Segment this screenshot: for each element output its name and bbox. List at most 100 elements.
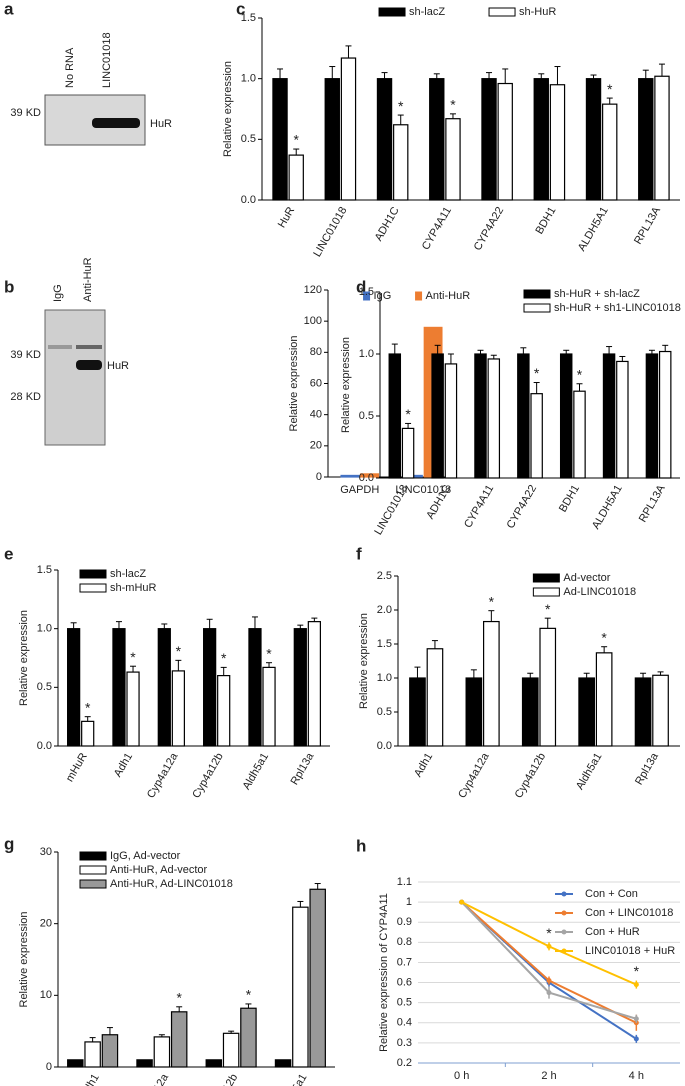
x-tick-label: HuR (276, 205, 297, 230)
panel-label: e (4, 544, 13, 563)
y-tick-label: 0.0 (37, 740, 52, 752)
legend-label: sh-HuR (519, 6, 556, 18)
x-tick-label: CYP4A11 (420, 205, 454, 252)
y-tick-label: 60 (310, 377, 322, 389)
panel-label: h (356, 836, 366, 855)
bar (112, 628, 126, 747)
y-tick-label: 100 (304, 315, 322, 327)
y-tick-label: 0 (316, 471, 322, 483)
bar (292, 906, 309, 1068)
y-tick-label: 0.5 (241, 133, 256, 145)
bar (307, 621, 321, 747)
bar (474, 353, 487, 479)
x-tick-label: ALDH5A1 (576, 205, 611, 253)
x-tick-label: mHuR (64, 751, 90, 784)
y-tick-label: 10 (40, 989, 52, 1001)
bar (654, 75, 670, 201)
bar (272, 78, 288, 201)
point (459, 899, 465, 905)
legend-swatch (523, 289, 551, 299)
bar (533, 78, 549, 201)
y-axis-label: Relative expression (18, 610, 30, 706)
y-tick-label: 0.3 (397, 1037, 412, 1049)
y-tick-label: 0.5 (397, 997, 412, 1009)
legend-swatch (561, 929, 567, 935)
x-tick-label: RPL13A (637, 482, 668, 524)
x-tick-label: Adh1 (112, 751, 135, 779)
panel-label: g (4, 834, 14, 853)
bar (203, 628, 217, 747)
bar (431, 353, 444, 479)
significance-mark: * (221, 650, 227, 666)
y-tick-label: 0.0 (377, 740, 392, 752)
marker-label: 39 KD (10, 107, 41, 119)
bar (444, 363, 458, 479)
significance-mark: * (176, 990, 182, 1006)
x-tick-label: CYP4A22 (505, 483, 540, 531)
bar (559, 353, 573, 479)
x-tick-label: ALDH5A1 (590, 483, 625, 531)
bar (652, 674, 669, 747)
legend-swatch (523, 303, 551, 313)
x-tick-label: Aldh5a1 (241, 751, 272, 792)
significance-mark: * (246, 987, 252, 1003)
legend-label: Anti-HuR, Ad-LINC01018 (110, 878, 233, 890)
legend-label: Ad-vector (563, 572, 610, 584)
x-tick-label: Adh1 (412, 751, 435, 779)
x-tick-label: Aldh5a1 (574, 751, 605, 792)
bar (616, 360, 629, 479)
bar (638, 78, 654, 201)
bar (465, 677, 483, 747)
legend-label: sh-HuR + sh1-LINC01018 (554, 302, 681, 314)
y-tick-label: 1.0 (241, 73, 256, 85)
legend-label: sh-lacZ (409, 6, 445, 18)
bar (388, 353, 402, 479)
bar (309, 888, 326, 1068)
bar (293, 628, 307, 747)
x-tick-label: Cyp4a12b (205, 1072, 240, 1086)
significance-mark: * (601, 629, 607, 645)
y-tick-label: 1.5 (37, 564, 52, 576)
y-tick-label: 0 (46, 1061, 52, 1073)
legend-label: sh-mHuR (110, 582, 157, 594)
x-tick-label: GAPDH (340, 484, 379, 496)
legend-swatch (532, 573, 560, 583)
y-axis-label: Relative expression (340, 337, 352, 433)
bar (481, 78, 497, 201)
bar (539, 627, 557, 747)
bar (217, 674, 231, 747)
bar (393, 124, 409, 201)
bar (340, 57, 357, 201)
legend-swatch (79, 851, 107, 861)
significance-mark: * (398, 98, 404, 114)
y-tick-label: 0.0 (241, 194, 256, 206)
panel-label: a (4, 0, 14, 18)
y-tick-label: 0.7 (397, 956, 412, 968)
bar (658, 350, 672, 479)
x-tick-label: Adh1 (78, 1072, 101, 1086)
bar (483, 620, 500, 747)
bar (157, 628, 171, 747)
bar (634, 677, 652, 747)
bar (324, 78, 340, 201)
significance-mark: * (85, 699, 91, 715)
blot-band (48, 345, 72, 349)
legend-swatch (561, 948, 567, 954)
y-tick-label: 1 (406, 896, 412, 908)
legend-label: Anti-HuR, Ad-vector (110, 864, 208, 876)
y-tick-label: 120 (304, 284, 322, 296)
significance-mark: * (405, 406, 411, 422)
bar (487, 358, 501, 479)
y-tick-label: 80 (310, 346, 322, 358)
bar (376, 78, 393, 201)
bar (170, 1011, 188, 1068)
legend-swatch (488, 7, 516, 17)
bar (240, 1007, 257, 1068)
bar (409, 677, 426, 747)
y-axis-label: Relative expression (358, 613, 370, 709)
bar (530, 393, 543, 479)
y-tick-label: 2.0 (377, 604, 392, 616)
x-tick-label: Cyp4a12b (190, 751, 225, 800)
marker-label: 28 KD (10, 391, 41, 403)
x-tick-label: ADH1C (373, 205, 402, 243)
